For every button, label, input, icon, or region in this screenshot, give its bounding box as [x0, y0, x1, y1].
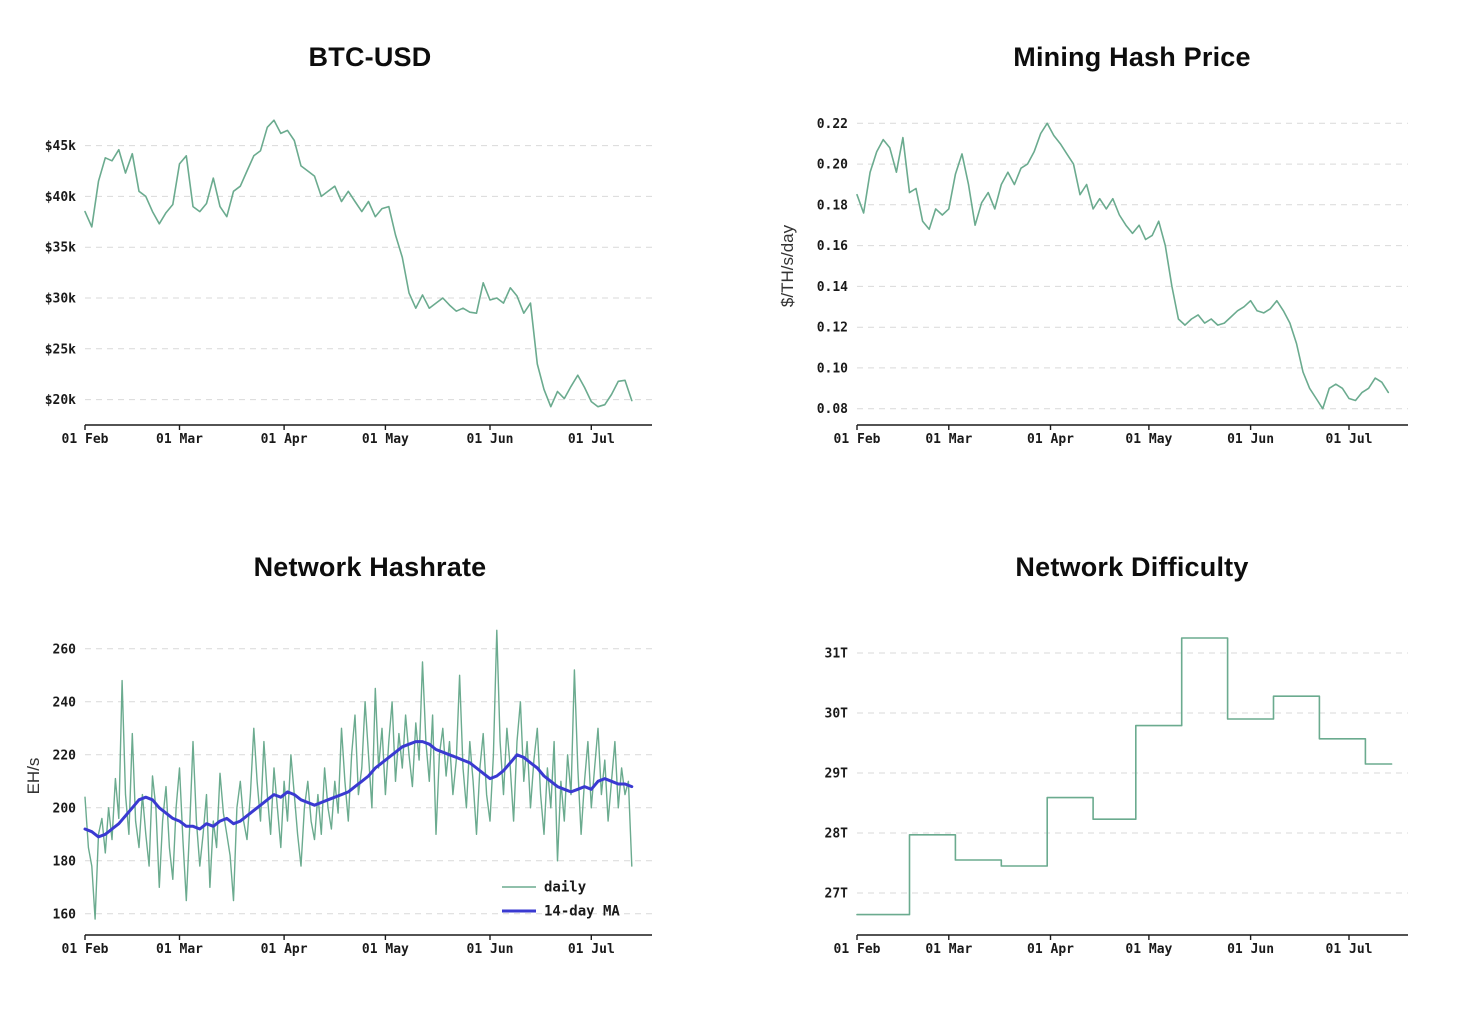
x-tick-label: 01 May: [362, 432, 409, 447]
y-tick-label: 180: [53, 854, 77, 869]
x-tick-label: 01 Mar: [156, 432, 203, 447]
y-tick-label: 0.08: [817, 402, 848, 417]
chart-btc-usd: BTC-USD $20k $25k $30k $35k $40k $45k 01 Feb 01…: [0, 0, 740, 510]
x-tick-label: 01 Apr: [261, 432, 308, 447]
x-tick-label: 01 Jun: [1227, 942, 1274, 957]
x-tick-label: 01 Apr: [261, 942, 308, 957]
y-tick-label: $20k: [45, 393, 76, 408]
x-tick-label: 01 Feb: [62, 942, 109, 957]
x-tick-label: 01 Jun: [1227, 432, 1274, 447]
legend-label: 14-day MA: [544, 904, 620, 920]
series-difficulty: [856, 637, 1393, 916]
x-tick-label: 01 Jun: [467, 942, 514, 957]
network-difficulty-plot: 27T 28T 29T 30T 31T 01 Feb 01 Mar 01 Apr 01 May 0…: [825, 637, 1408, 957]
chart-network-hashrate: Network Hashrate 160 180 200 220 240 260 01 Fe…: [0, 510, 740, 1020]
y-tick-label: $30k: [45, 292, 76, 307]
y-tick-label: $45k: [45, 139, 76, 154]
legend-label: daily: [544, 880, 587, 896]
y-tick-label: 31T: [825, 647, 849, 662]
y-tick-label: 260: [53, 642, 77, 657]
y-tick-label: 0.10: [817, 361, 848, 376]
y-tick-label: 27T: [825, 887, 849, 902]
btc-usd-plot: $20k $25k $30k $35k $40k $45k 01 Feb 01 Mar 01 A…: [45, 119, 652, 447]
x-tick-label: 01 Feb: [834, 942, 881, 957]
y-tick-label: 0.16: [817, 239, 848, 254]
y-tick-label: $40k: [45, 190, 76, 205]
y-tick-label: 200: [53, 801, 77, 816]
x-tick-label: 01 Mar: [925, 942, 972, 957]
x-tick-label: 01 Jul: [568, 942, 615, 957]
x-tick-label: 01 Jul: [568, 432, 615, 447]
x-tick-label: 01 Feb: [834, 432, 881, 447]
y-tick-label: 29T: [825, 767, 849, 782]
x-tick-label: 01 May: [1125, 432, 1172, 447]
x-tick-label: 01 Jul: [1326, 942, 1373, 957]
x-tick-label: 01 Mar: [925, 432, 972, 447]
y-tick-label: 240: [53, 695, 77, 710]
y-tick-label: 0.12: [817, 321, 848, 336]
y-tick-label: 28T: [825, 827, 849, 842]
x-tick-label: 01 Feb: [62, 432, 109, 447]
x-tick-label: 01 Apr: [1027, 432, 1074, 447]
y-tick-label: 160: [53, 907, 77, 922]
x-tick-label: 01 Jul: [1326, 432, 1373, 447]
x-tick-label: 01 May: [1125, 942, 1172, 957]
series-hash-price: [856, 122, 1390, 410]
chart-title-mining-hash-price: Mining Hash Price: [1013, 42, 1251, 72]
y-tick-label: 30T: [825, 707, 849, 722]
chart-title-network-difficulty: Network Difficulty: [1015, 552, 1249, 582]
y-tick-label: $35k: [45, 241, 76, 256]
y-axis-label: $/TH/s/day: [778, 224, 797, 307]
x-tick-label: 01 Jun: [467, 432, 514, 447]
x-tick-label: 01 Apr: [1027, 942, 1074, 957]
y-axis-label: EH/s: [24, 758, 43, 795]
y-tick-label: 220: [53, 748, 77, 763]
mining-hash-price-plot: 0.08 0.10 0.12 0.14 0.16 0.18 0.20 0.22 01 Feb 01…: [778, 117, 1408, 447]
chart-title-btc-usd: BTC-USD: [308, 42, 432, 72]
y-tick-label: 0.20: [817, 158, 848, 173]
chart-network-difficulty: Network Difficulty 27T 28T 29T 30T 31T 01 Feb…: [740, 510, 1480, 1020]
x-tick-label: 01 May: [362, 942, 409, 957]
y-tick-label: 0.18: [817, 198, 848, 213]
y-tick-label: 0.14: [817, 280, 848, 295]
series-btc-usd-price: [84, 119, 633, 408]
series-14-day MA: [83, 740, 634, 839]
chart-mining-hash-price: Mining Hash Price 0.08 0.10 0.12 0.14 0.16 0.…: [740, 0, 1480, 510]
network-hashrate-plot: 160 180 200 220 240 260 01 Feb 01 Mar 01 Apr 01 M…: [24, 629, 652, 957]
series-daily: [84, 629, 633, 920]
chart-title-network-hashrate: Network Hashrate: [253, 552, 487, 582]
x-tick-label: 01 Mar: [156, 942, 203, 957]
y-tick-label: $25k: [45, 342, 76, 357]
y-tick-label: 0.22: [817, 117, 848, 132]
